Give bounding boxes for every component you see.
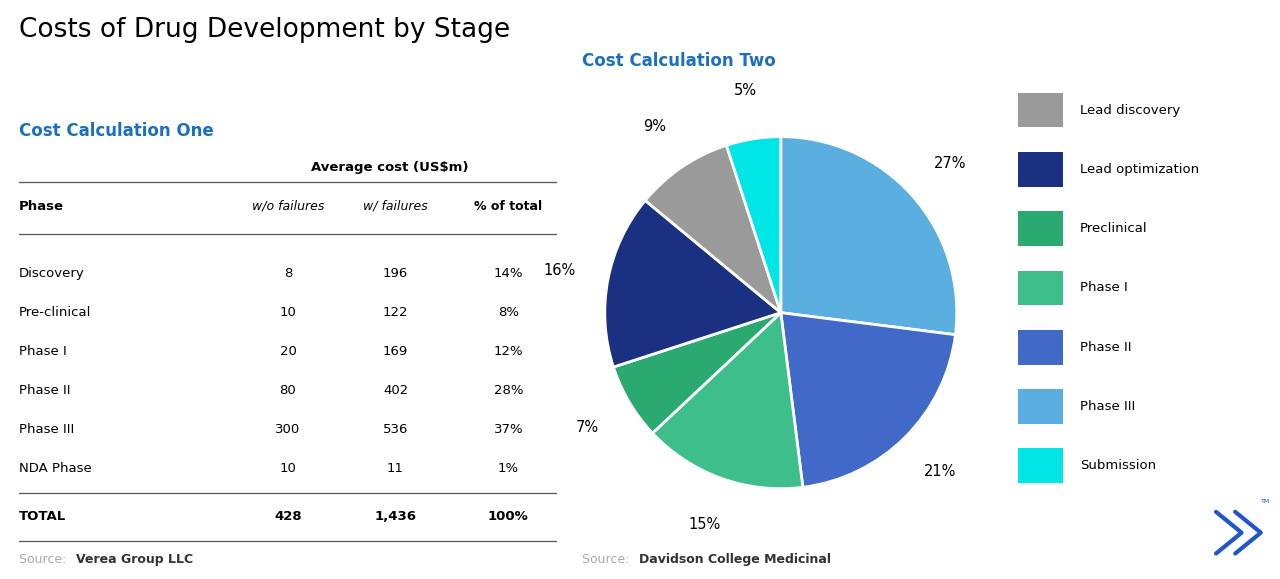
Text: w/o failures: w/o failures — [252, 200, 324, 212]
Bar — [1018, 330, 1062, 365]
Wedge shape — [604, 200, 781, 367]
Text: Lead discovery: Lead discovery — [1080, 104, 1180, 116]
Text: Phase I: Phase I — [19, 345, 67, 358]
Text: 80: 80 — [279, 384, 297, 397]
Text: Phase: Phase — [19, 200, 64, 212]
Bar — [1018, 152, 1062, 186]
Text: 122: 122 — [383, 306, 408, 319]
Text: Source:: Source: — [582, 554, 634, 566]
Text: 1%: 1% — [498, 463, 518, 475]
Text: Cost Calculation Two: Cost Calculation Two — [582, 52, 776, 70]
Bar — [1018, 448, 1062, 483]
Text: TM: TM — [1261, 499, 1270, 504]
Text: 8: 8 — [284, 267, 292, 280]
Text: Davidson College Medicinal: Davidson College Medicinal — [639, 554, 831, 566]
Text: Verea Group LLC: Verea Group LLC — [76, 554, 193, 566]
Text: Pre-clinical: Pre-clinical — [19, 306, 92, 319]
Bar — [1018, 93, 1062, 127]
Text: 21%: 21% — [924, 464, 956, 479]
Text: 28%: 28% — [494, 384, 524, 397]
Text: 100%: 100% — [488, 510, 529, 523]
Text: 536: 536 — [383, 423, 408, 437]
Text: Phase II: Phase II — [19, 384, 70, 397]
Wedge shape — [653, 313, 803, 489]
Wedge shape — [781, 313, 955, 488]
Text: 9%: 9% — [643, 119, 666, 134]
Text: % of total: % of total — [475, 200, 543, 212]
Text: 428: 428 — [274, 510, 302, 523]
Text: 8%: 8% — [498, 306, 518, 319]
Text: 15%: 15% — [689, 517, 721, 532]
Wedge shape — [645, 145, 781, 313]
Text: Phase III: Phase III — [1080, 400, 1135, 413]
Text: 27%: 27% — [933, 156, 966, 171]
Text: 10: 10 — [279, 463, 297, 475]
Text: 1,436: 1,436 — [375, 510, 416, 523]
Text: Discovery: Discovery — [19, 267, 84, 280]
Text: Submission: Submission — [1080, 459, 1156, 472]
Text: 14%: 14% — [494, 267, 524, 280]
Text: Phase III: Phase III — [19, 423, 74, 437]
Bar — [1018, 270, 1062, 305]
Text: Average cost (US$m): Average cost (US$m) — [311, 161, 468, 174]
Text: Phase I: Phase I — [1080, 281, 1128, 294]
Text: 5%: 5% — [733, 83, 756, 98]
Text: 300: 300 — [275, 423, 301, 437]
Bar — [1018, 211, 1062, 246]
Wedge shape — [781, 137, 957, 335]
Bar — [1018, 389, 1062, 424]
Text: 16%: 16% — [544, 263, 576, 278]
Text: Phase II: Phase II — [1080, 340, 1132, 354]
Text: 402: 402 — [383, 384, 408, 397]
Text: 11: 11 — [387, 463, 404, 475]
Text: w/ failures: w/ failures — [364, 200, 428, 212]
Text: Lead optimization: Lead optimization — [1080, 163, 1199, 176]
Text: Source:: Source: — [19, 554, 70, 566]
Text: Costs of Drug Development by Stage: Costs of Drug Development by Stage — [19, 17, 511, 43]
Text: TOTAL: TOTAL — [19, 510, 67, 523]
Text: 196: 196 — [383, 267, 408, 280]
Text: 20: 20 — [279, 345, 297, 358]
Text: 10: 10 — [279, 306, 297, 319]
Text: 169: 169 — [383, 345, 408, 358]
Text: NDA Phase: NDA Phase — [19, 463, 92, 475]
Wedge shape — [727, 137, 781, 313]
Text: 12%: 12% — [494, 345, 524, 358]
Text: Cost Calculation One: Cost Calculation One — [19, 122, 214, 140]
Text: 37%: 37% — [494, 423, 524, 437]
Wedge shape — [613, 313, 781, 433]
Text: Preclinical: Preclinical — [1080, 222, 1148, 235]
Text: 7%: 7% — [575, 420, 599, 435]
